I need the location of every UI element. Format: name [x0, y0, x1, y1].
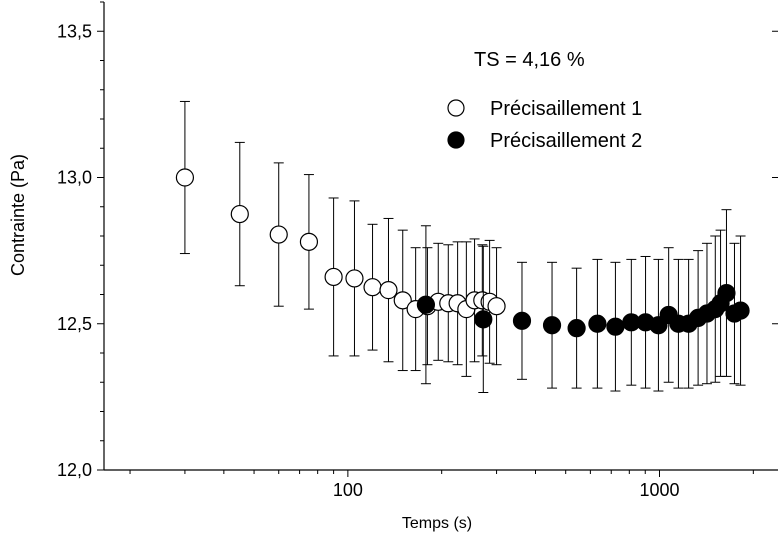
- data-point: [393, 291, 412, 310]
- legend-label-precisaillement-2: Précisaillement 2: [490, 130, 642, 152]
- data-point: [474, 310, 493, 329]
- data-point: [416, 295, 436, 314]
- legend-marker-precisaillement-1: [447, 99, 465, 117]
- y-tick-label: 12,5: [57, 314, 92, 334]
- series-layer: [175, 100, 750, 393]
- data-point: [487, 297, 506, 316]
- data-point: [363, 278, 382, 297]
- series-1: [175, 100, 506, 377]
- x-tick-label: 100: [333, 480, 363, 500]
- data-point: [606, 317, 625, 336]
- data-point: [299, 232, 319, 251]
- y-tick-label: 13,0: [57, 168, 92, 188]
- data-point: [230, 204, 249, 224]
- x-axis: 100 1000: [129, 470, 754, 500]
- data-point: [567, 319, 586, 338]
- legend-label-precisaillement-1: Précisaillement 1: [490, 98, 642, 120]
- series-2: [416, 209, 750, 393]
- data-point: [542, 316, 562, 335]
- x-axis-label: Temps (s): [402, 515, 472, 532]
- y-tick-label: 13,5: [57, 21, 92, 41]
- data-point: [588, 314, 607, 333]
- legend-marker-precisaillement-2: [447, 131, 465, 149]
- data-point: [324, 267, 343, 287]
- y-axis-label: Contrainte (Pa): [8, 154, 28, 276]
- annotation-ts: TS = 4,16 %: [474, 49, 585, 71]
- data-point: [512, 311, 532, 330]
- data-point: [175, 168, 195, 187]
- data-point: [717, 283, 736, 303]
- data-point: [269, 225, 288, 244]
- y-tick-label: 12,0: [57, 460, 92, 480]
- data-point: [379, 281, 398, 300]
- y-axis: 12,0 12,5 13,0 13,5: [57, 1, 778, 480]
- data-point: [345, 269, 364, 288]
- x-tick-label: 1000: [639, 480, 679, 500]
- legend: Précisaillement 1 Précisaillement 2: [447, 98, 642, 152]
- data-point: [731, 301, 750, 320]
- plot-frame: [103, 2, 778, 471]
